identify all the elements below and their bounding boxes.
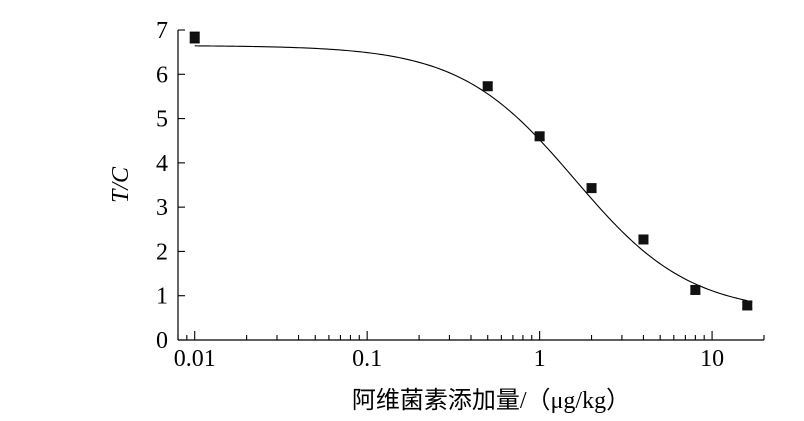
square-marker xyxy=(586,183,597,194)
y-tick-label: 2 xyxy=(156,239,168,265)
axes xyxy=(177,30,764,341)
x-tick-label: 1 xyxy=(534,346,546,372)
square-marker xyxy=(690,284,701,295)
data-point xyxy=(189,31,200,44)
y-axis-title: T/C xyxy=(108,166,134,203)
data-point xyxy=(690,284,701,295)
fit-curve xyxy=(194,45,748,302)
y-tick-label: 5 xyxy=(156,107,168,133)
x-axis-title: 阿维菌素添加量/（μg/kg） xyxy=(352,387,630,414)
x-tick-label: 0.1 xyxy=(352,346,382,372)
data-points xyxy=(189,31,753,311)
y-tick-label: 1 xyxy=(156,284,168,310)
y-ticks: 0 1 2 3 4 5 6 7 xyxy=(156,18,185,354)
y-tick-label: 7 xyxy=(156,18,168,44)
x-tick-label: 0.01 xyxy=(174,346,216,372)
y-tick-label: 4 xyxy=(156,151,168,177)
x-ticks: 0.01 0.1 1 10 xyxy=(174,331,765,372)
square-marker xyxy=(638,234,649,245)
data-point xyxy=(482,81,493,92)
data-point xyxy=(742,300,753,311)
square-marker xyxy=(189,32,200,43)
x-tick-label: 10 xyxy=(700,346,724,372)
data-point xyxy=(534,131,545,142)
y-tick-label: 3 xyxy=(156,195,168,221)
square-marker xyxy=(742,300,753,311)
y-tick-label: 6 xyxy=(156,62,168,88)
y-tick-label: 0 xyxy=(156,328,168,354)
square-marker xyxy=(482,81,493,92)
data-point xyxy=(586,183,597,194)
data-point xyxy=(638,234,649,245)
square-marker xyxy=(534,131,545,142)
